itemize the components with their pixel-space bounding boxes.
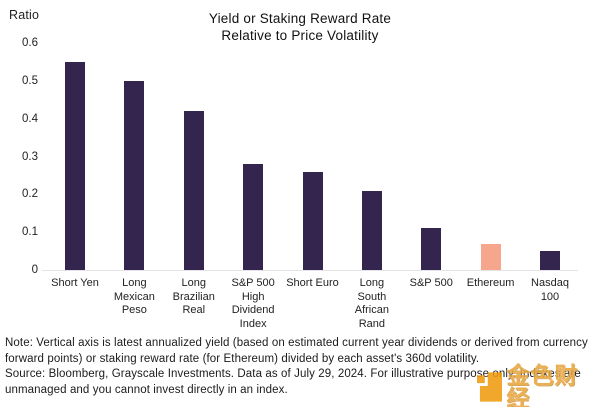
x-tick-label: Ethereum: [466, 277, 515, 289]
chart-title: Yield or Staking Reward Rate Relative to…: [0, 10, 600, 44]
chart-title-line1: Yield or Staking Reward Rate: [208, 11, 392, 26]
bar-long-mexican-peso: [124, 80, 145, 270]
y-tick-label: 0: [31, 264, 38, 276]
x-tick-label: Short Euro: [286, 277, 339, 289]
y-tick-label: 0.5: [22, 74, 38, 87]
y-tick-label: 0.3: [22, 150, 38, 163]
y-tick-label: 0.1: [22, 226, 38, 239]
bar-short-euro: [302, 171, 323, 270]
x-tick-label: S&P 500 High Dividend Index: [231, 277, 275, 330]
x-tick-label: Nasdaq 100: [531, 277, 569, 303]
bar-long-south-african-rand: [361, 190, 382, 270]
x-tick-label: Long South African Rand: [354, 277, 389, 330]
y-tick-label: 0.4: [22, 112, 38, 125]
chart-title-line2: Relative to Price Volatility: [221, 28, 379, 43]
x-tick-label: Short Yen: [51, 277, 99, 289]
x-tick-label: S&P 500: [409, 277, 453, 289]
source-paragraph: Source: Bloomberg, Grayscale Investments…: [5, 368, 581, 396]
bar-s-p-500-high-dividend-index: [243, 164, 264, 270]
bar-ethereum: [480, 243, 501, 270]
bar-long-brazilian-real: [183, 111, 204, 270]
bar-s-p-500: [421, 228, 442, 270]
x-tick-label: Long Mexican Peso: [113, 277, 155, 316]
note-text: Note: Vertical axis is latest annualized…: [5, 336, 597, 398]
y-tick-label: 0.6: [22, 37, 38, 49]
x-axis-line: [42, 270, 578, 271]
bar-nasdaq-100: [540, 251, 560, 270]
y-tick-label: 0.2: [22, 188, 38, 201]
bar-short-yen: [65, 61, 85, 270]
x-tick-label: Long Brazilian Real: [172, 277, 215, 316]
note-paragraph: Note: Vertical axis is latest annualized…: [5, 337, 588, 365]
y-axis-title: Ratio: [9, 8, 40, 22]
